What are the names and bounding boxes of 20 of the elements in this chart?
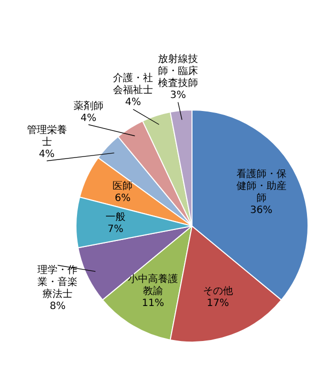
slice-label: 放射線技師・臨床検査技師 xyxy=(157,54,200,90)
slice-label: その他 xyxy=(202,286,234,298)
data-label: 36% xyxy=(249,205,274,218)
data-label: 4% xyxy=(80,112,98,125)
data-label: 4% xyxy=(38,148,56,161)
data-label: 11% xyxy=(140,298,166,310)
data-label: 6% xyxy=(114,193,132,206)
data-label: 3% xyxy=(169,90,187,102)
slice-label: 医師 xyxy=(112,181,134,194)
data-label: 4% xyxy=(124,97,142,110)
slice-label: 管理栄養士 xyxy=(26,124,68,149)
slice-label: 薬剤師 xyxy=(72,100,104,113)
slice-label: 理学・作業・音楽療法士 xyxy=(36,265,79,302)
slice-label: 一般 xyxy=(104,212,126,224)
slice-label: 介護・社会福祉士 xyxy=(112,73,154,98)
data-label: 8% xyxy=(48,301,67,314)
data-label: 7% xyxy=(106,224,124,236)
slice-label: 看護師・保健師・助産師 xyxy=(235,169,288,206)
data-label: 17% xyxy=(206,298,230,310)
slice-label: 小中高養護教諭 xyxy=(127,274,180,298)
